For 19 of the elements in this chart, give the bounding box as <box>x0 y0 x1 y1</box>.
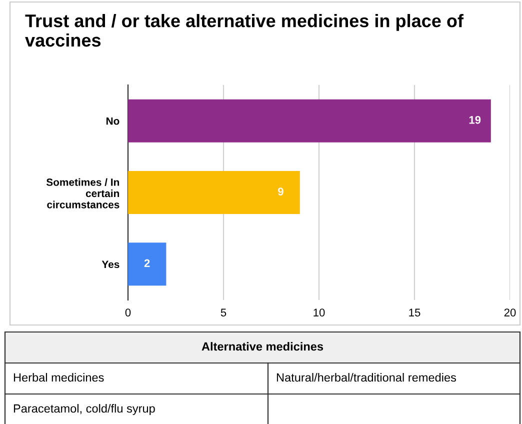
x-tick-label: 10 <box>314 308 325 316</box>
y-tick-label: No <box>106 117 120 125</box>
text: Natural/herbal/traditional remedies <box>276 372 456 382</box>
data-label: 9 <box>278 188 284 196</box>
bar <box>128 171 300 214</box>
x-tick-label: 0 <box>125 308 131 316</box>
y-tick-label: Yes <box>102 260 120 268</box>
x-tick-label: 15 <box>409 308 420 316</box>
x-tick-label: 5 <box>220 308 226 316</box>
text: Paracetamol, cold/flu syrup <box>14 404 155 416</box>
data-label: 2 <box>144 259 150 268</box>
bar <box>128 99 491 142</box>
chart-title: Trust and / or take alternative medicines in place of vaccines <box>25 14 464 47</box>
data-label: 19 <box>469 116 481 124</box>
y-tick-label: Sometimes / In certain circumstances <box>46 178 120 208</box>
x-tick-label: 20 <box>504 308 516 316</box>
text: Herbal medicines <box>14 372 104 382</box>
text: Alternative medicines <box>202 342 324 351</box>
bar <box>128 242 166 286</box>
